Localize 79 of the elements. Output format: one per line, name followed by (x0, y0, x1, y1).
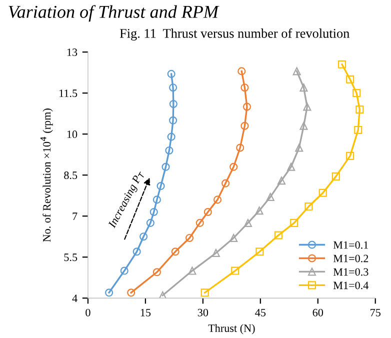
point (196, 218, 204, 227)
point (146, 218, 154, 227)
y-tick-label: 4 (72, 294, 78, 302)
y-tick-label: 7 (72, 212, 78, 220)
x-tick-label: 0 (86, 308, 90, 316)
legend-label: M1=0.3 (333, 268, 368, 276)
y-tick-label: 10 (67, 130, 78, 138)
point (212, 248, 220, 258)
point (244, 218, 252, 227)
point (290, 218, 298, 227)
point (300, 122, 308, 130)
x-tick-label: 15 (140, 308, 151, 316)
point (318, 188, 327, 197)
y-axis-title: No. of Revolution ×10$^{4}$ (rpm) (40, 108, 53, 242)
point (266, 192, 274, 201)
point (171, 248, 180, 256)
point (292, 67, 301, 76)
point (165, 146, 174, 155)
chart-subtitle: Fig. 11 Thrust versus number of revolution (120, 28, 350, 41)
point (230, 162, 238, 171)
point (338, 60, 346, 68)
point (156, 182, 165, 190)
point (152, 196, 161, 204)
y-tick-label: 8.5 (64, 172, 78, 180)
point (132, 248, 141, 256)
legend-label: M1=0.1 (333, 241, 368, 249)
point (169, 84, 178, 92)
point (222, 179, 230, 188)
point (255, 206, 264, 215)
point (169, 100, 178, 108)
point (105, 288, 114, 297)
point (256, 248, 264, 256)
point (127, 288, 136, 297)
point (346, 152, 354, 160)
point (242, 102, 252, 111)
point (185, 234, 194, 242)
legend-label: M1=0.4 (333, 282, 369, 290)
x-tick-label: 75 (370, 308, 380, 316)
point (356, 105, 364, 114)
point (120, 266, 128, 275)
point (162, 162, 170, 171)
point (204, 208, 212, 216)
point (236, 144, 244, 152)
point (158, 291, 167, 298)
point (295, 144, 304, 152)
point (300, 84, 308, 92)
point (169, 116, 178, 124)
point (352, 89, 361, 98)
y-tick-label: 13 (67, 48, 78, 56)
annotation: Increasing P$_{T}$ (108, 170, 146, 230)
point (188, 266, 196, 275)
x-tick-label: 45 (255, 308, 266, 316)
point (238, 67, 246, 76)
y-tick-label: 11.5 (60, 90, 78, 98)
point (140, 232, 148, 241)
point (303, 102, 312, 111)
point (346, 75, 354, 84)
point (231, 266, 240, 275)
legend-label: M1=0.2 (333, 254, 368, 262)
x-tick-label: 60 (312, 308, 324, 316)
point (354, 126, 362, 134)
point (150, 208, 158, 216)
point (213, 196, 222, 204)
point (167, 132, 176, 141)
point (332, 172, 340, 180)
point (200, 288, 209, 297)
y-tick-label: 5.5 (64, 254, 78, 262)
point (240, 122, 249, 130)
point (304, 202, 313, 211)
x-tick-label: 30 (198, 308, 208, 316)
point (274, 231, 282, 240)
point (167, 70, 176, 78)
x-axis-title: Thrust (N) (208, 324, 255, 334)
point (152, 268, 161, 276)
point (287, 162, 296, 171)
chart-title: Variation of Thrust and RPM (8, 5, 220, 22)
point (230, 234, 238, 242)
point (277, 176, 286, 185)
point (240, 84, 249, 92)
